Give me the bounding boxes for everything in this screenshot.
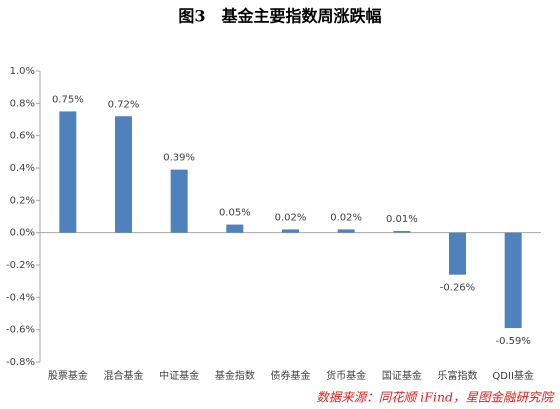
y-tick-label: -0.6% [6, 325, 35, 336]
x-tick-label: 乐富指数 [438, 369, 478, 382]
y-tick-label: 0.2% [10, 195, 35, 206]
value-label: 0.05% [219, 208, 251, 219]
bar [170, 169, 188, 233]
value-label: 0.02% [330, 212, 362, 223]
value-label: 0.02% [275, 212, 307, 223]
y-tick-label: 0.4% [10, 163, 35, 174]
bar [282, 229, 299, 233]
x-tick-label: QDII基金 [492, 369, 533, 382]
x-tick-label: 基金指数 [215, 369, 255, 382]
y-tick-label: 0.6% [10, 131, 35, 142]
bar [115, 116, 132, 233]
bar [449, 232, 466, 275]
bar [59, 111, 77, 233]
bar [393, 231, 411, 233]
value-label: -0.59% [495, 336, 530, 347]
x-tick-label: 混合基金 [104, 369, 144, 382]
source-note: 数据来源：同花顺 iFind，星图金融研究院 [316, 390, 555, 405]
bar [337, 229, 355, 233]
y-tick-label: -0.8% [6, 357, 35, 368]
x-tick-label: 中证基金 [159, 369, 199, 382]
value-label: 0.75% [52, 94, 84, 105]
bar [504, 232, 522, 329]
y-tick-label: 1.0% [10, 66, 35, 77]
y-tick-label: -0.2% [6, 260, 35, 271]
x-tick-label: 股票基金 [48, 369, 88, 382]
value-label: -0.26% [440, 283, 475, 294]
value-label: 0.01% [386, 214, 418, 225]
y-tick-label: 0.8% [10, 98, 35, 109]
y-tick-label: -0.4% [6, 292, 35, 303]
chart-title: 图3 基金主要指数周涨跌幅 [178, 7, 381, 26]
y-tick-label: 0.0% [10, 228, 35, 239]
bar [226, 224, 244, 233]
value-label: 0.39% [163, 153, 195, 164]
value-label: 0.72% [108, 99, 140, 110]
x-tick-label: 国证基金 [382, 369, 422, 382]
x-tick-label: 货币基金 [326, 369, 366, 382]
x-tick-label: 债券基金 [271, 369, 311, 382]
